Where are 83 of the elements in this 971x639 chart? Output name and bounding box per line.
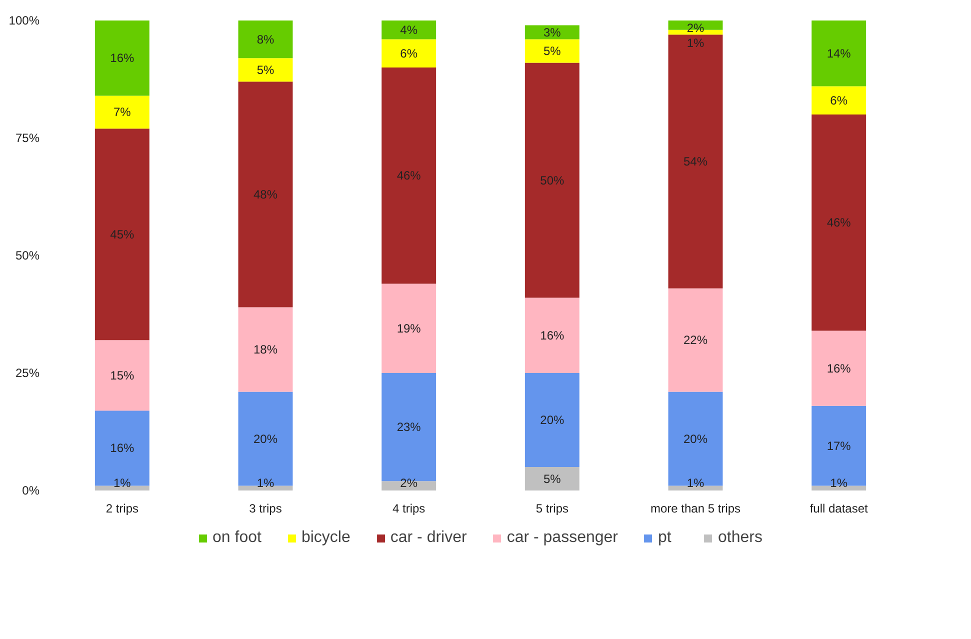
data-label: 5% [256, 62, 274, 77]
y-tick-label: 75% [15, 131, 40, 145]
data-label: 46% [396, 168, 422, 183]
bar [382, 20, 436, 40]
bar [94, 128, 150, 340]
bar [94, 96, 150, 129]
data-label: 6% [400, 46, 418, 60]
x-tick-label: 4 trips [392, 502, 426, 516]
bar [812, 330, 866, 406]
data-label: 8% [256, 32, 274, 46]
bar [238, 82, 293, 308]
data-label: 20% [540, 413, 565, 427]
bar [812, 406, 866, 486]
x-tick-label: 5 trips [536, 502, 569, 516]
data-label: 1% [686, 476, 704, 490]
bar [524, 298, 580, 373]
bar [812, 86, 866, 114]
legend-label: on foot [212, 529, 262, 547]
bar [812, 486, 866, 490]
data-label: 1% [256, 476, 274, 490]
bar [524, 373, 580, 467]
bar [94, 20, 150, 96]
bar [668, 392, 723, 486]
bar [668, 34, 723, 288]
bar [524, 25, 580, 40]
bar [812, 20, 866, 86]
bar [94, 486, 150, 490]
data-label: 14% [826, 46, 852, 60]
bar [238, 58, 293, 82]
data-label: 16% [110, 51, 135, 66]
x-tick-label: more than 5 trips [650, 502, 741, 516]
legend-label: pt [658, 529, 672, 547]
data-label: 54% [683, 154, 708, 168]
data-label: 1% [830, 476, 848, 490]
y-tick-label: 50% [15, 248, 40, 262]
bar [668, 288, 723, 392]
data-label: 22% [683, 333, 708, 348]
bar [524, 39, 580, 63]
bar [382, 284, 436, 373]
data-label: 1% [113, 476, 132, 490]
bar [238, 392, 293, 486]
bar [382, 39, 436, 68]
legend-label: bicycle [301, 529, 350, 547]
data-label: 3% [543, 25, 562, 40]
bar [238, 307, 293, 392]
data-label: 20% [253, 432, 278, 446]
legend-label: car - passenger [506, 529, 618, 547]
y-tick-label: 25% [15, 366, 40, 380]
bar [238, 486, 293, 490]
data-label: 45% [110, 227, 135, 242]
data-label: 15% [110, 368, 135, 382]
y-tick-label: 100% [8, 14, 40, 28]
data-label: 16% [826, 361, 852, 376]
data-label: 16% [540, 328, 565, 342]
data-label: 7% [113, 105, 132, 120]
x-tick-label: full dataset [810, 502, 869, 516]
bar [382, 68, 436, 284]
data-label: 19% [396, 321, 422, 336]
legend-label: car - driver [390, 529, 467, 547]
data-label: 17% [826, 438, 852, 453]
data-label: 4% [400, 22, 418, 37]
bar [812, 114, 866, 331]
data-label: 1% [686, 36, 704, 50]
bar [524, 467, 580, 490]
data-label: 18% [253, 342, 278, 356]
data-label: 5% [543, 472, 562, 486]
bar [94, 340, 150, 411]
x-tick-label: 2 trips [106, 502, 139, 516]
x-tick-label: 3 trips [249, 502, 282, 516]
data-label: 16% [110, 441, 135, 456]
data-label: 20% [683, 432, 708, 446]
bar [238, 20, 293, 58]
data-label: 23% [396, 420, 422, 434]
data-label: 6% [830, 93, 848, 108]
y-tick-label: 0% [22, 484, 40, 498]
bar [524, 62, 580, 298]
bar [94, 410, 150, 486]
bar [668, 486, 723, 490]
data-label: 50% [540, 173, 565, 188]
data-label: 48% [253, 187, 278, 202]
data-label: 5% [543, 44, 562, 58]
legend-label: others [718, 529, 762, 547]
data-label: 46% [826, 216, 852, 230]
